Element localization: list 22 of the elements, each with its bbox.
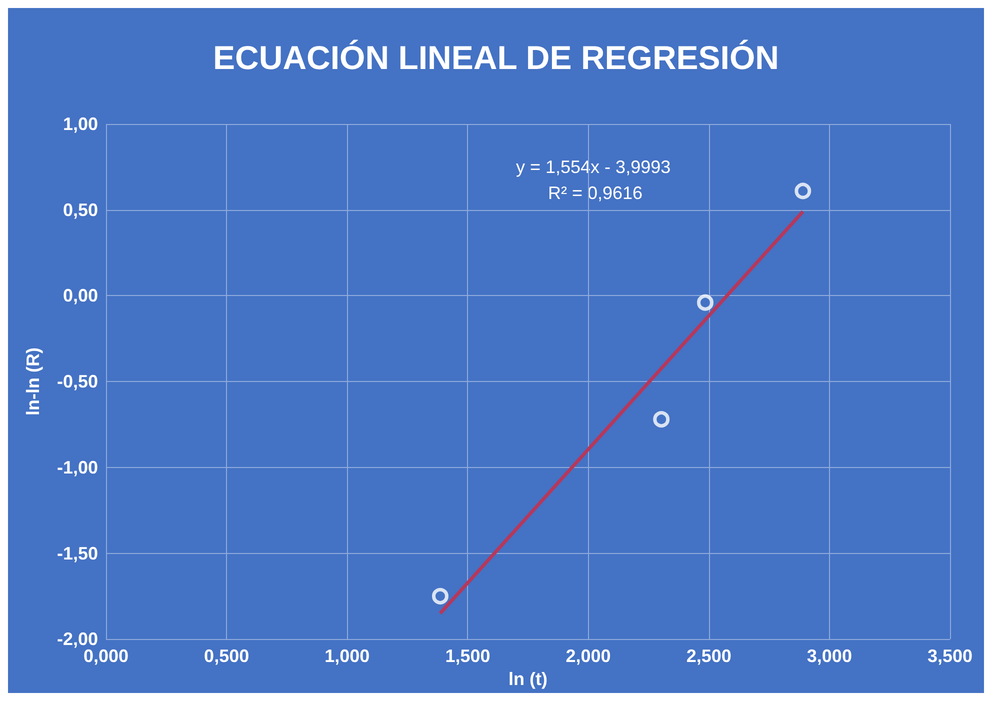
y-tick-label: -1,00 [56, 457, 98, 478]
x-axis-title: ln (t) [508, 669, 548, 689]
y-tick-label: 0,00 [62, 286, 98, 306]
point [432, 588, 448, 604]
point [697, 294, 714, 311]
x-tick-label: 2,500 [686, 646, 732, 666]
x-tick-label: 3,000 [806, 646, 852, 666]
chart-title: ECUACIÓN LINEAL DE REGRESIÓN [213, 39, 779, 76]
y-tick-label: -0,50 [56, 372, 98, 392]
point [653, 411, 670, 428]
y-tick-label: -1,50 [56, 543, 98, 564]
x-tick-label: 1,000 [324, 646, 370, 666]
x-tick-label: 3,500 [927, 646, 973, 666]
y-tick-label: 0,50 [62, 200, 98, 220]
point [794, 182, 812, 200]
y-tick-label: 1,00 [62, 114, 98, 134]
x-tick-label: 2,000 [566, 646, 611, 666]
annotation: y = 1,554x - 3,9993 [516, 157, 671, 177]
x-tick-label: 1,500 [445, 646, 490, 666]
y-axis-title: ln-ln (R) [23, 348, 43, 416]
x-tick-label: 0,500 [204, 646, 250, 666]
annotation: R² = 0,9616 [548, 183, 643, 203]
